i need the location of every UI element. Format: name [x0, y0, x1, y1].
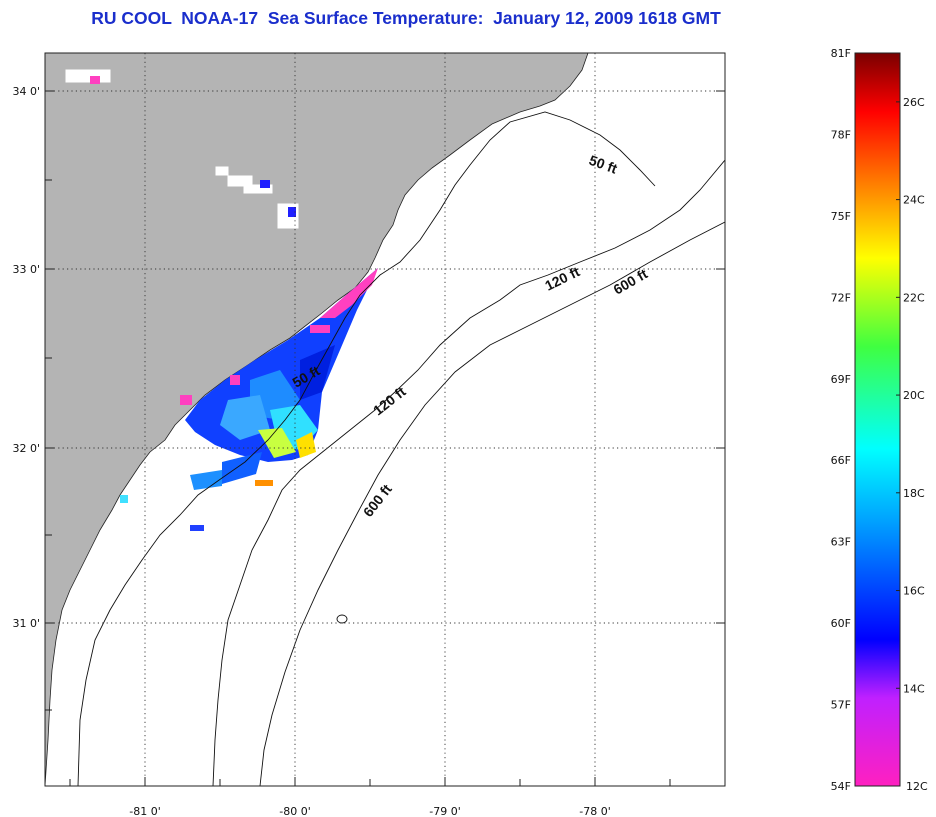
colorbar-f-label: 72F	[831, 291, 851, 304]
colorbar-c-label: 20C	[903, 389, 925, 402]
colorbar-c-label: 26C	[903, 96, 925, 109]
lon-label-81: -81 0'	[129, 805, 161, 817]
colorbar-c-label: 22C	[903, 291, 925, 304]
seamount-contour	[336, 614, 348, 624]
colorbar	[854, 52, 901, 787]
colorbar-f-label: 57F	[831, 699, 851, 712]
colorbar-f-label: 63F	[831, 536, 851, 549]
axis-ticks	[45, 90, 725, 786]
colorbar-c-label: 18C	[903, 487, 925, 500]
colorbar-c-label: 16C	[903, 585, 925, 598]
lat-label-32: 32 0'	[12, 442, 40, 455]
colorbar-f-label: 54F	[831, 780, 851, 793]
small-sst-patches	[90, 76, 296, 217]
map-title: RU COOL NOAA-17 Sea Surface Temperature:…	[91, 8, 721, 28]
colorbar-f-label: 78F	[831, 128, 851, 141]
colorbar-c-label: 14C	[903, 682, 925, 695]
colorbar-f-label: 66F	[831, 454, 851, 467]
colorbar-fahrenheit-labels: 81F 78F 75F 72F 69F 66F 63F 60F 57F 54F	[831, 47, 851, 793]
contour-600ft	[259, 221, 725, 786]
colorbar-f-label: 75F	[831, 210, 851, 223]
contour-120ft	[212, 159, 725, 786]
colorbar-c-label: 12C	[906, 780, 928, 793]
lat-label-33: 33 0'	[12, 263, 40, 276]
colorbar-c-label: 24C	[903, 194, 925, 207]
lon-label-79: -79 0'	[429, 805, 461, 817]
lat-label-31: 31 0'	[12, 617, 40, 630]
lon-label-80: -80 0'	[279, 805, 311, 817]
land-mass	[45, 53, 589, 786]
lat-label-34: 34 0'	[12, 85, 40, 98]
contour-50ft	[77, 111, 656, 786]
colorbar-celsius-labels: 26C 24C 22C 20C 18C 16C 14C 12C	[896, 96, 928, 793]
lat-lon-grid	[45, 53, 725, 786]
sst-swath	[120, 268, 378, 531]
map-frame	[44, 52, 726, 787]
colorbar-f-label: 69F	[831, 373, 851, 386]
lon-label-78: -78 0'	[579, 805, 611, 817]
colorbar-f-label: 60F	[831, 617, 851, 630]
colorbar-f-label: 81F	[831, 47, 851, 60]
